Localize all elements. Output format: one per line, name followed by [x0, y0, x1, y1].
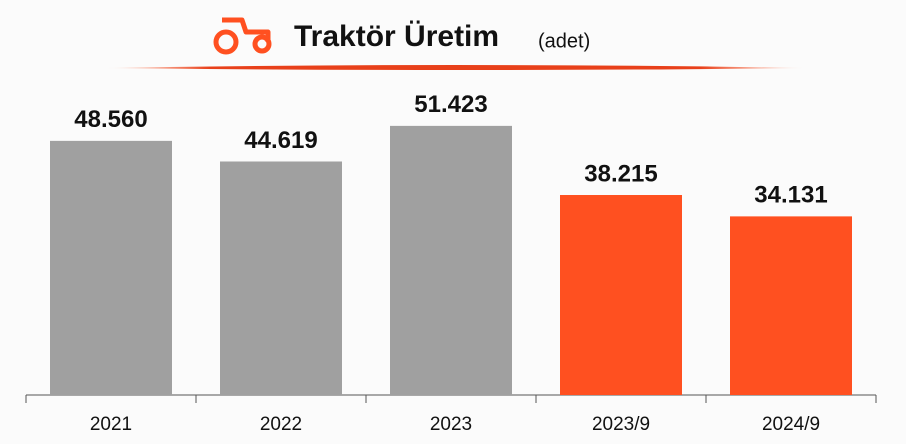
chart-subtitle: (adet) — [538, 30, 590, 52]
x-tick-label: 2023 — [430, 414, 472, 435]
chart-title: Traktör Üretim — [294, 20, 499, 53]
x-tick-label: 2023/9 — [592, 414, 650, 435]
value-label: 51.423 — [414, 91, 487, 118]
value-label: 34.131 — [754, 182, 827, 209]
bar — [560, 195, 682, 395]
title-underline — [105, 65, 805, 70]
bar — [390, 125, 512, 396]
bar — [50, 140, 172, 395]
value-label: 38.215 — [584, 160, 657, 187]
bar — [730, 216, 852, 395]
x-tick-label: 2022 — [260, 414, 302, 435]
value-label: 48.560 — [74, 106, 147, 133]
x-tick-label: 2021 — [90, 414, 132, 435]
bar — [220, 161, 342, 395]
x-tick-label: 2024/9 — [762, 414, 820, 435]
value-label: 44.619 — [244, 127, 317, 154]
tractor-icon — [213, 17, 272, 55]
